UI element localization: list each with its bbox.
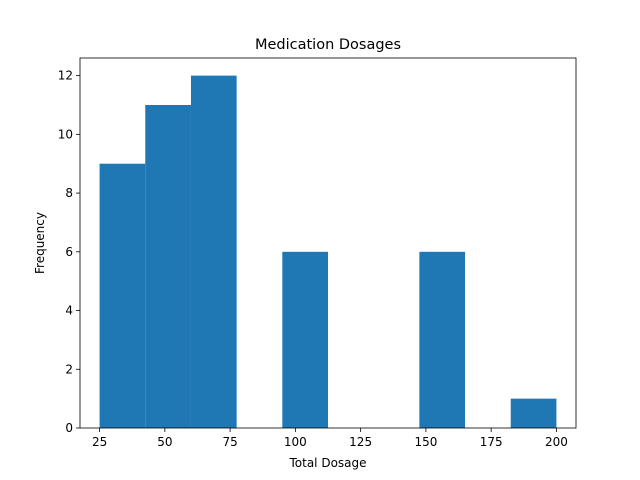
x-tick-label: 125: [349, 435, 372, 449]
histogram-bar-4: [282, 251, 328, 428]
histogram-bar-0: [99, 163, 146, 428]
x-tick-label: 175: [480, 435, 503, 449]
y-tick-label: 4: [65, 304, 73, 318]
x-tick-label: 75: [222, 435, 237, 449]
y-tick-label: 12: [58, 69, 73, 83]
chart-title: Medication Dosages: [255, 37, 401, 53]
y-axis-ticks: 0 2 4 6 8 10 12: [58, 69, 80, 435]
y-tick-label: 0: [65, 421, 73, 435]
x-tick-label: 100: [284, 435, 307, 449]
histogram-bar-2: [190, 75, 237, 428]
histogram-bar-9: [510, 398, 557, 428]
y-tick-label: 8: [65, 186, 73, 200]
y-tick-label: 2: [65, 362, 73, 376]
bars-group: [99, 75, 557, 428]
histogram-bar-1: [145, 104, 191, 428]
x-tick-label: 200: [545, 435, 568, 449]
x-axis-ticks: 25 50 75 100 125 150 175 200: [92, 428, 568, 449]
y-axis-label: Frequency: [33, 212, 47, 274]
x-tick-label: 50: [157, 435, 172, 449]
x-tick-label: 150: [414, 435, 437, 449]
y-tick-label: 10: [58, 127, 73, 141]
histogram-bar-7: [419, 251, 466, 428]
y-tick-label: 6: [65, 245, 73, 259]
x-axis-label: Total Dosage: [288, 456, 366, 470]
plot-frame: [79, 57, 577, 429]
x-tick-label: 25: [92, 435, 107, 449]
